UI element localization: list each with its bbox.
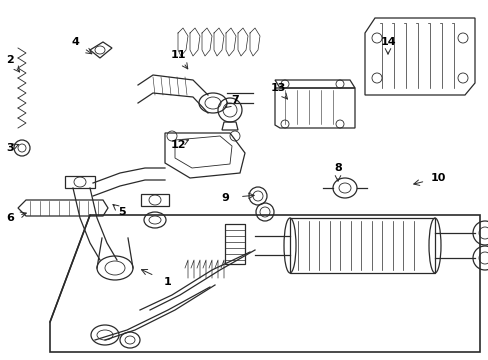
Text: 5: 5 [118,207,125,217]
Text: 1: 1 [164,277,171,287]
Text: 13: 13 [270,83,285,93]
Text: 9: 9 [221,193,228,203]
Text: 2: 2 [6,55,14,65]
Text: 12: 12 [170,140,185,150]
Text: 4: 4 [71,37,79,47]
Text: 3: 3 [6,143,14,153]
Text: 7: 7 [231,95,238,105]
Text: 8: 8 [333,163,341,173]
Bar [224,224,244,264]
Text: 14: 14 [379,37,395,47]
Text: 6: 6 [6,213,14,223]
Text: 10: 10 [429,173,445,183]
Text: 11: 11 [170,50,185,60]
